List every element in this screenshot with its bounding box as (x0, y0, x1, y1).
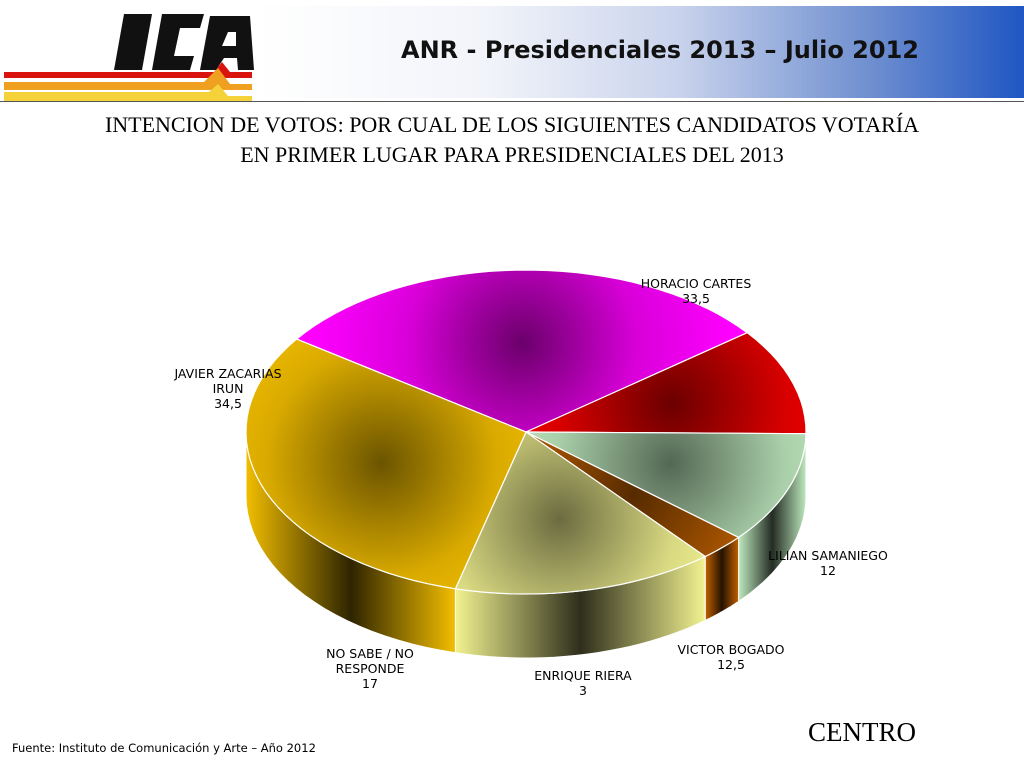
slice-label-2: VICTOR BOGADO 12,5 (678, 642, 785, 672)
slice-label-5: JAVIER ZACARIAS IRUN 34,5 (173, 366, 281, 411)
pie-slice-0 (295, 269, 749, 433)
slice-label-3: ENRIQUE RIERA 3 (534, 668, 632, 698)
pie-slice-1 (525, 332, 807, 435)
pie-slice-3 (525, 431, 740, 558)
subtitle-line-2: EN PRIMER LUGAR PARA PRESIDENCIALES DEL … (240, 142, 784, 167)
ica-logo (4, 14, 254, 101)
pie-slice-4 (454, 431, 707, 595)
pie-slice-2 (525, 431, 807, 539)
source-note: Fuente: Instituto de Comunicación y Arte… (12, 741, 316, 755)
slice-label-1: LILIAN SAMANIEGO 12 (768, 548, 888, 578)
slice-label-0: HORACIO CARTES 33,5 (641, 276, 752, 306)
header-title: ANR - Presidenciales 2013 – Julio 2012 (401, 36, 919, 64)
header-gradient-band (255, 6, 1024, 98)
region-label: CENTRO (808, 717, 916, 747)
header-divider (0, 101, 1024, 102)
chart-subtitle: INTENCION DE VOTOS: POR CUAL DE LOS SIGU… (20, 110, 1004, 170)
pie-slice-5 (245, 338, 527, 590)
slice-label-4: NO SABE / NO RESPONDE 17 (326, 646, 414, 691)
subtitle-line-1: INTENCION DE VOTOS: POR CUAL DE LOS SIGU… (104, 112, 920, 137)
